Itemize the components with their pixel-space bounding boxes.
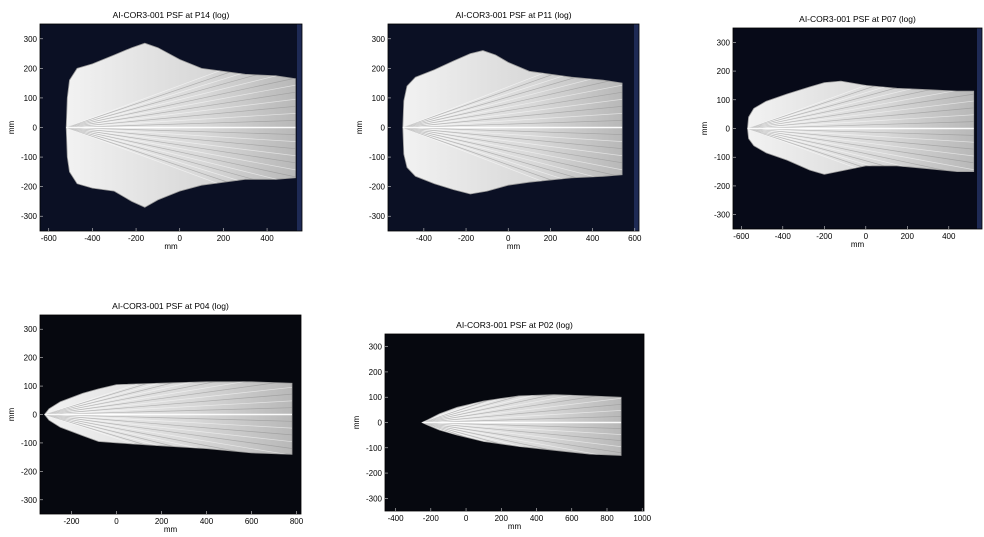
x-tick-label: 600 (565, 514, 579, 523)
x-tick-label: 200 (495, 514, 509, 523)
y-tick-label: 200 (372, 64, 386, 73)
y-tick-label: 200 (369, 368, 383, 377)
y-tick-label: 0 (378, 419, 383, 428)
y-tick-label: -100 (21, 153, 38, 162)
y-axis-label: mm (355, 121, 364, 135)
x-tick-label: -200 (816, 232, 833, 241)
y-tick-label: 300 (369, 343, 383, 352)
y-tick-label: -300 (366, 494, 383, 503)
y-tick-label: 300 (24, 325, 38, 334)
chart-title: AI-COR3-001 PSF at P07 (log) (799, 14, 916, 24)
x-tick-label: 0 (864, 232, 869, 241)
y-tick-label: 100 (369, 393, 383, 402)
x-tick-label: 200 (901, 232, 915, 241)
x-tick-label: 600 (245, 517, 259, 526)
y-tick-label: 300 (24, 35, 38, 44)
psf-panel-5: AI-COR3-001 PSF at P02 (log) -400 -200 0 200… (352, 320, 652, 531)
y-tick-label: -200 (714, 182, 731, 191)
y-tick-label: 100 (717, 96, 731, 105)
x-axis-label: mm (508, 522, 522, 531)
chart-title: AI-COR3-001 PSF at P04 (log) (112, 301, 229, 311)
x-tick-label: 400 (200, 517, 214, 526)
x-tick-label: 1000 (633, 514, 651, 523)
psf-panel-2: AI-COR3-001 PSF at P11 (log) -400 -200 0 200… (355, 10, 642, 251)
y-tick-label: -300 (369, 212, 386, 221)
x-axis-label: mm (851, 240, 865, 249)
psf-shape (402, 50, 623, 195)
x-axis-label: mm (164, 242, 178, 251)
psf-panel-1: AI-COR3-001 PSF at P14 (log) -600 -400 -200… (7, 10, 303, 251)
chart-title: AI-COR3-001 PSF at P14 (log) (113, 10, 230, 20)
y-axis-label: mm (7, 408, 16, 422)
x-tick-label: -200 (63, 517, 80, 526)
x-tick-label: 0 (464, 514, 469, 523)
psf-panel-4: AI-COR3-001 PSF at P04 (log) -200 0 200 400 6… (7, 301, 304, 534)
y-tick-label: 0 (726, 125, 731, 134)
x-tick-label: 200 (155, 517, 169, 526)
y-tick-label: -100 (714, 153, 731, 162)
y-tick-label: 0 (33, 124, 38, 133)
x-axis-label: mm (164, 525, 178, 534)
psf-shape (65, 42, 296, 208)
chart-title: AI-COR3-001 PSF at P02 (log) (456, 320, 573, 330)
y-tick-label: 100 (372, 94, 386, 103)
y-tick-label: -200 (369, 183, 386, 192)
x-tick-label: 0 (178, 234, 183, 243)
x-tick-label: -600 (41, 234, 58, 243)
x-tick-label: 400 (260, 234, 274, 243)
y-tick-label: 0 (381, 124, 386, 133)
x-tick-label: -600 (733, 232, 750, 241)
x-tick-label: -400 (775, 232, 792, 241)
psf-panel-3: AI-COR3-001 PSF at P07 (log) -600 -400 -200… (700, 14, 983, 249)
x-tick-label: -400 (84, 234, 101, 243)
x-tick-label: -200 (128, 234, 145, 243)
y-tick-label: -100 (21, 439, 38, 448)
y-tick-label: 100 (24, 382, 38, 391)
edge-strip (297, 24, 302, 231)
psf-streaks (66, 43, 296, 208)
y-tick-label: -100 (369, 153, 386, 162)
y-tick-label: 200 (717, 67, 731, 76)
y-tick-label: 200 (24, 64, 38, 73)
x-tick-label: 200 (544, 234, 558, 243)
y-tick-label: 0 (33, 411, 38, 420)
x-tick-label: -200 (458, 234, 475, 243)
y-tick-label: -300 (21, 496, 38, 505)
x-tick-label: -200 (423, 514, 440, 523)
y-axis-label: mm (7, 121, 16, 135)
y-tick-label: -100 (366, 444, 383, 453)
x-tick-label: 200 (217, 234, 231, 243)
chart-title: AI-COR3-001 PSF at P11 (log) (455, 10, 571, 20)
y-tick-label: -300 (21, 212, 38, 221)
x-tick-label: 800 (290, 517, 304, 526)
y-tick-label: 300 (717, 38, 731, 47)
y-tick-label: -200 (21, 467, 38, 476)
x-tick-label: 0 (506, 234, 511, 243)
y-tick-label: -200 (366, 469, 383, 478)
x-tick-label: -400 (388, 514, 405, 523)
edge-strip (977, 28, 982, 229)
y-axis-label: mm (700, 122, 709, 136)
x-tick-label: 400 (586, 234, 600, 243)
x-tick-label: 600 (628, 234, 642, 243)
x-tick-label: 400 (530, 514, 544, 523)
x-tick-label: 400 (942, 232, 956, 241)
x-tick-label: -400 (416, 234, 433, 243)
psf-shape (747, 80, 975, 175)
x-tick-label: 0 (114, 517, 119, 526)
y-tick-label: -300 (714, 211, 731, 220)
y-tick-label: 100 (24, 94, 38, 103)
y-tick-label: -200 (21, 183, 38, 192)
x-axis-label: mm (507, 242, 521, 251)
y-tick-label: 300 (372, 35, 386, 44)
edge-strip (634, 24, 639, 231)
y-tick-label: 200 (24, 354, 38, 363)
y-axis-label: mm (352, 416, 361, 430)
x-tick-label: 800 (600, 514, 614, 523)
